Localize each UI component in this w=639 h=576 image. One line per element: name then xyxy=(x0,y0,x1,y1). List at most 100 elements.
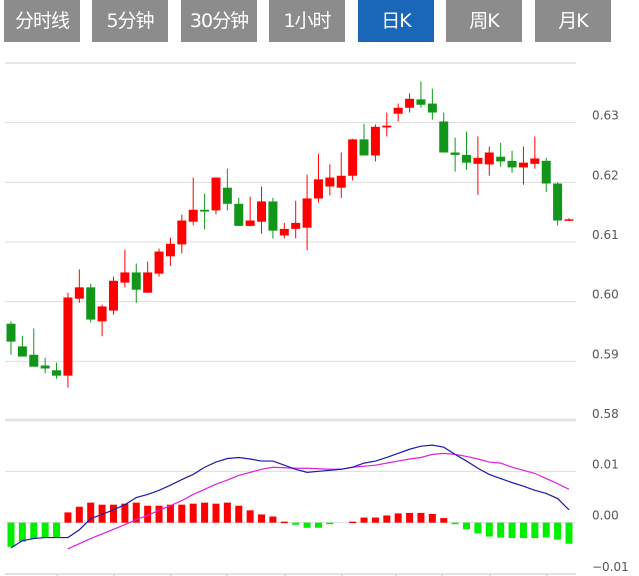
candle-body xyxy=(131,272,141,290)
candle-body xyxy=(313,179,323,199)
macd-bar xyxy=(246,510,254,523)
candle-body xyxy=(29,354,39,367)
macd-bar xyxy=(75,506,83,523)
candle-body xyxy=(40,365,50,369)
candle-body xyxy=(268,201,278,231)
macd-bar xyxy=(565,522,573,544)
macd-bar xyxy=(463,522,471,530)
y-tick-label: 0.61 xyxy=(592,228,619,242)
candle-body xyxy=(86,287,96,320)
candle-body xyxy=(473,157,483,164)
macd-bar xyxy=(280,521,288,524)
tab-6[interactable]: 月K xyxy=(535,0,611,42)
candle-body xyxy=(63,297,73,376)
y-tick-label: 0.62 xyxy=(592,168,619,182)
candle-body xyxy=(302,198,312,228)
macd-bar xyxy=(178,504,186,523)
macd-bar xyxy=(53,522,61,538)
macd-bar xyxy=(223,502,231,523)
candle-body xyxy=(427,103,437,113)
candle-body xyxy=(154,251,164,274)
macd-bar xyxy=(440,518,448,523)
candle-body xyxy=(405,98,415,108)
macd-bar xyxy=(87,502,95,523)
macd-bar xyxy=(303,522,311,528)
candle-body xyxy=(165,243,175,257)
candle-body xyxy=(541,160,551,184)
tab-0[interactable]: 分时线 xyxy=(4,0,80,42)
macd-bar xyxy=(349,521,357,524)
macd-bar xyxy=(394,513,402,523)
macd-y-tick-label: 0.00 xyxy=(592,509,619,523)
macd-bar xyxy=(314,522,322,528)
tab-4[interactable]: 日K xyxy=(358,0,434,42)
macd-y-tick-label: 0.01 xyxy=(592,457,619,471)
macd-bar xyxy=(212,503,220,523)
macd-bar xyxy=(519,522,527,539)
macd-bar xyxy=(235,505,243,523)
candle-body xyxy=(336,175,346,188)
candle-body xyxy=(393,107,403,114)
macd-bar xyxy=(292,522,300,525)
macd-bar xyxy=(64,512,72,523)
candle-body xyxy=(177,220,187,245)
macd-bar xyxy=(531,522,539,539)
y-tick-label: 0.58 xyxy=(592,407,619,421)
macd-bar xyxy=(360,517,368,523)
candle-body xyxy=(496,156,506,162)
candle-body xyxy=(530,158,540,164)
macd-bar xyxy=(7,522,15,547)
candle-body xyxy=(97,306,107,322)
candle-body xyxy=(382,125,392,128)
macd-bar xyxy=(451,522,459,525)
macd-bar xyxy=(144,505,152,523)
candle-body xyxy=(518,162,528,168)
macd-bar xyxy=(132,502,140,523)
macd-bar xyxy=(41,522,49,538)
macd-bar xyxy=(98,504,106,523)
macd-bar xyxy=(428,513,436,523)
tab-3[interactable]: 1小时 xyxy=(269,0,345,42)
candle-body xyxy=(359,139,369,156)
candle-body xyxy=(553,183,563,221)
macd-bar xyxy=(18,522,26,542)
macd-bar xyxy=(383,515,391,523)
macd-bar xyxy=(417,512,425,523)
candle-body xyxy=(6,323,16,342)
candle-body xyxy=(416,99,426,105)
candle-body xyxy=(325,177,335,187)
candle-body xyxy=(245,220,255,226)
candle-body xyxy=(74,287,84,299)
candle-body xyxy=(143,272,153,293)
candle-body xyxy=(507,160,517,168)
candle-body xyxy=(200,209,210,212)
candle-body xyxy=(188,209,198,222)
macd-bar xyxy=(269,516,277,523)
tab-2[interactable]: 30分钟 xyxy=(181,0,257,42)
macd-bar xyxy=(121,503,129,523)
tab-1[interactable]: 5分钟 xyxy=(92,0,168,42)
macd-bar xyxy=(201,502,209,523)
candle-body xyxy=(52,370,62,376)
candle-body xyxy=(257,201,267,222)
candle-body xyxy=(348,139,358,176)
dif-line xyxy=(10,444,570,549)
macd-bar xyxy=(326,522,334,525)
macd-bar xyxy=(30,522,38,539)
candle-body xyxy=(564,219,574,221)
candle-body xyxy=(279,228,289,236)
tab-5[interactable]: 周K xyxy=(446,0,522,42)
candle-body xyxy=(17,346,27,357)
candle-body xyxy=(211,177,221,211)
period-tabs: 分时线 5分钟 30分钟 1小时 日K 周K 月K xyxy=(0,0,639,42)
y-tick-label: 0.60 xyxy=(592,288,619,302)
macd-bar xyxy=(485,522,493,537)
candle-body xyxy=(120,272,130,283)
candle-body xyxy=(370,126,380,156)
macd-bar xyxy=(542,522,550,538)
candle-body xyxy=(108,280,118,311)
macd-bar xyxy=(155,505,163,523)
macd-bar xyxy=(258,514,266,523)
candle-body xyxy=(462,154,472,163)
